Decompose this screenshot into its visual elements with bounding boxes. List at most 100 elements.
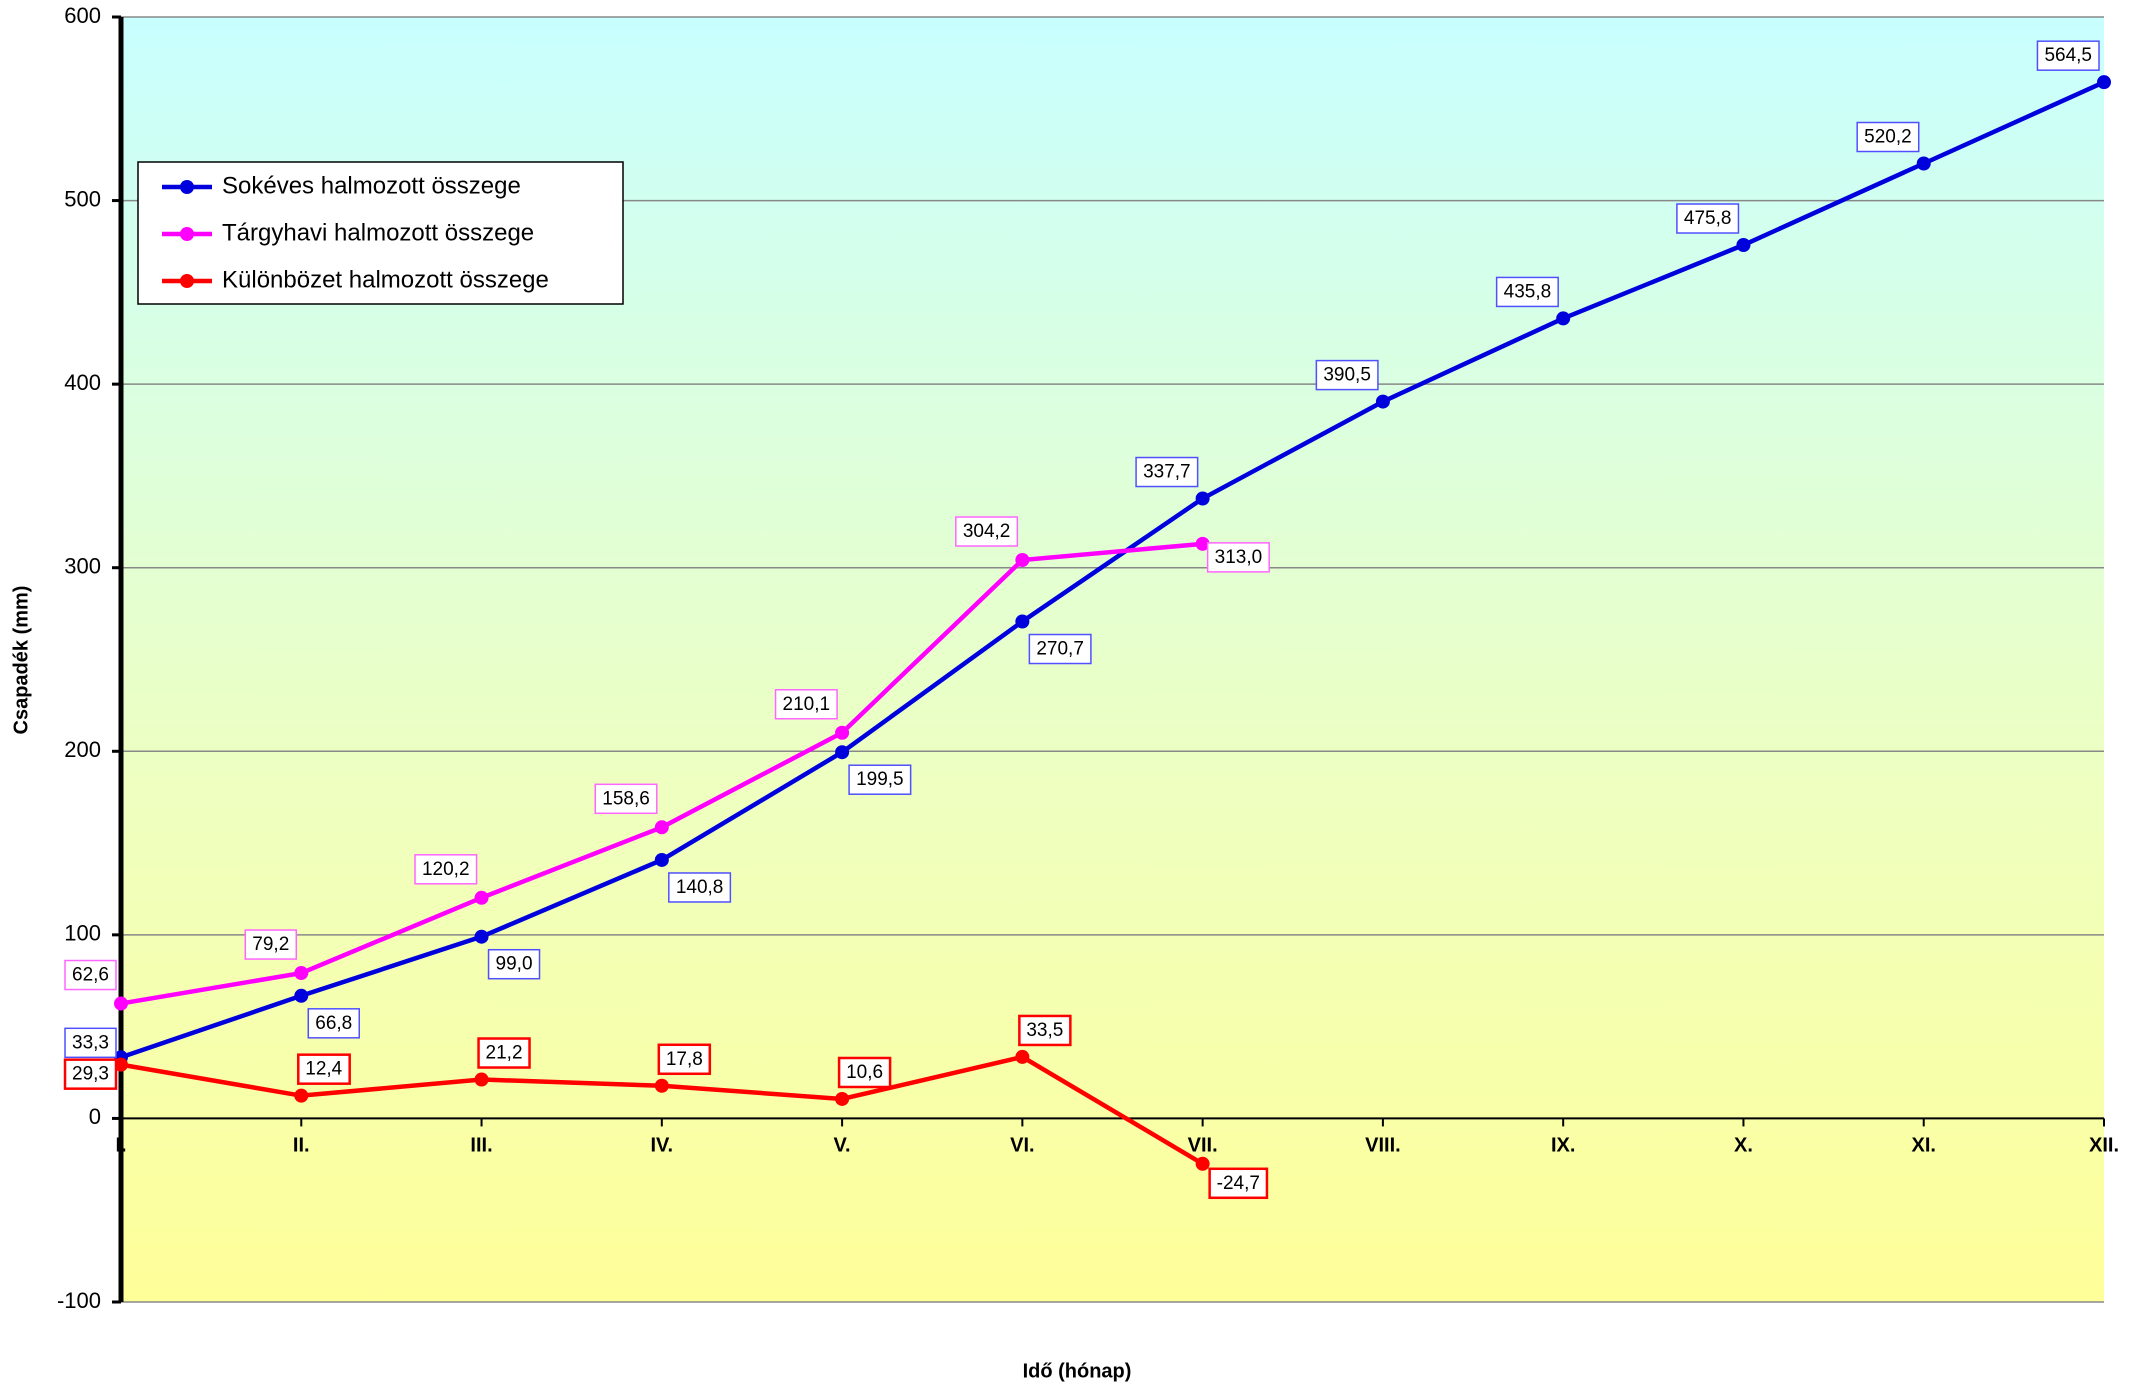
data-point [654, 820, 669, 835]
data-label-text: 140,8 [676, 877, 724, 898]
data-label-box [848, 764, 912, 795]
data-point [835, 725, 850, 740]
data-point [294, 966, 309, 981]
x-tick-label: V. [834, 1135, 851, 1157]
data-label: 21,2 [477, 1037, 531, 1069]
data-point [1736, 237, 1751, 252]
data-label-text: 29,3 [72, 1064, 109, 1085]
x-tick-label: I. [115, 1135, 126, 1157]
data-label: 435,8 [1495, 276, 1559, 308]
data-label-text: 120,2 [422, 859, 470, 880]
legend-label: Különbözet halmozott összege [222, 266, 549, 293]
data-point [1556, 311, 1571, 326]
data-label-box [774, 689, 838, 720]
data-label-text: 564,5 [2044, 45, 2092, 66]
legend-box [137, 161, 624, 305]
data-label-box [1208, 1167, 1269, 1200]
x-tick-label: VII. [1188, 1135, 1218, 1157]
x-tick-label: VI. [1010, 1135, 1034, 1157]
data-label: 210,1 [774, 689, 838, 720]
data-point [1015, 553, 1030, 568]
data-point [294, 1088, 309, 1103]
data-label-text: 390,5 [1323, 365, 1371, 386]
x-tick-label: II. [293, 1135, 310, 1157]
x-axis-title: Idő (hónap) [1023, 1360, 1132, 1382]
data-label-text: 304,2 [963, 521, 1011, 542]
data-label: 564,5 [2036, 40, 2100, 71]
data-label-box [1018, 1014, 1072, 1047]
x-tick-label: VIII. [1365, 1135, 1401, 1157]
data-label-box [414, 854, 478, 885]
data-point [114, 1057, 128, 1072]
data-label: 120,2 [414, 854, 478, 885]
data-point [835, 745, 850, 760]
y-tick-label: 200 [64, 737, 101, 762]
data-label-box [1315, 359, 1379, 391]
data-label-box [1135, 456, 1199, 488]
data-point [474, 1072, 489, 1087]
data-label: 337,7 [1135, 456, 1199, 488]
x-tick-label: IX. [1551, 1135, 1575, 1157]
data-label-text: 66,8 [315, 1013, 352, 1034]
data-point [654, 852, 669, 867]
data-label: 158,6 [594, 783, 658, 815]
legend-label: Tárgyhavi halmozott összege [222, 219, 534, 246]
y-tick-label: 0 [89, 1104, 101, 1129]
data-label: 66,8 [307, 1008, 361, 1039]
data-label-text: 158,6 [602, 788, 650, 809]
data-label: 390,5 [1315, 359, 1379, 391]
x-tick-label: XII. [2089, 1135, 2119, 1157]
data-label: 79,2 [244, 929, 298, 960]
y-tick-label: -100 [57, 1288, 101, 1313]
data-label-text: 435,8 [1504, 281, 1552, 302]
data-label-text: 337,7 [1143, 462, 1191, 483]
data-label-box [244, 929, 298, 960]
data-label-text: 210,1 [783, 694, 831, 715]
data-point [835, 1091, 850, 1106]
data-label: 29,3 [63, 1058, 118, 1090]
data-label: 62,6 [64, 959, 117, 991]
data-label-text: 99,0 [496, 954, 533, 975]
data-point [2097, 75, 2111, 90]
data-label-text: -24,7 [1217, 1173, 1260, 1194]
x-tick-label: X. [1734, 1135, 1753, 1157]
y-axis-title: Csapadék (mm) [10, 586, 32, 735]
data-label: 12,4 [297, 1053, 351, 1085]
data-point [1916, 156, 1931, 171]
y-tick-label: 400 [64, 370, 101, 395]
data-label-box [64, 1027, 117, 1059]
data-label-text: 199,5 [856, 769, 904, 790]
data-label-box [594, 783, 658, 815]
data-point [1195, 491, 1210, 506]
data-point [474, 929, 489, 944]
data-label-box [668, 872, 732, 903]
data-label-box [1676, 203, 1740, 234]
data-point [1195, 536, 1210, 551]
legend-marker [180, 274, 194, 288]
data-label-text: 62,6 [72, 965, 109, 986]
data-label: 10,6 [837, 1056, 892, 1089]
data-label-box [955, 516, 1019, 547]
data-label-text: 79,2 [252, 934, 289, 955]
data-label-box [63, 1058, 118, 1090]
legend-marker [180, 227, 194, 241]
data-label: 17,8 [657, 1043, 712, 1076]
data-label-text: 21,2 [486, 1043, 523, 1064]
data-label: 304,2 [955, 516, 1019, 547]
y-tick-label: 500 [64, 186, 101, 211]
data-label: 475,8 [1676, 203, 1740, 234]
data-label-text: 313,0 [1215, 547, 1263, 568]
data-label: 33,5 [1018, 1014, 1072, 1047]
data-label-box [477, 1037, 531, 1069]
legend-marker [180, 180, 194, 194]
data-label-text: 12,4 [305, 1059, 342, 1080]
data-point [1015, 1049, 1030, 1064]
x-tick-label: XI. [1912, 1135, 1936, 1157]
data-label-text: 33,5 [1026, 1020, 1063, 1041]
data-label-box [1495, 276, 1559, 308]
data-label-text: 270,7 [1036, 639, 1084, 660]
data-label-box [657, 1043, 712, 1076]
data-label-box [297, 1053, 351, 1085]
data-label-box [64, 959, 117, 991]
